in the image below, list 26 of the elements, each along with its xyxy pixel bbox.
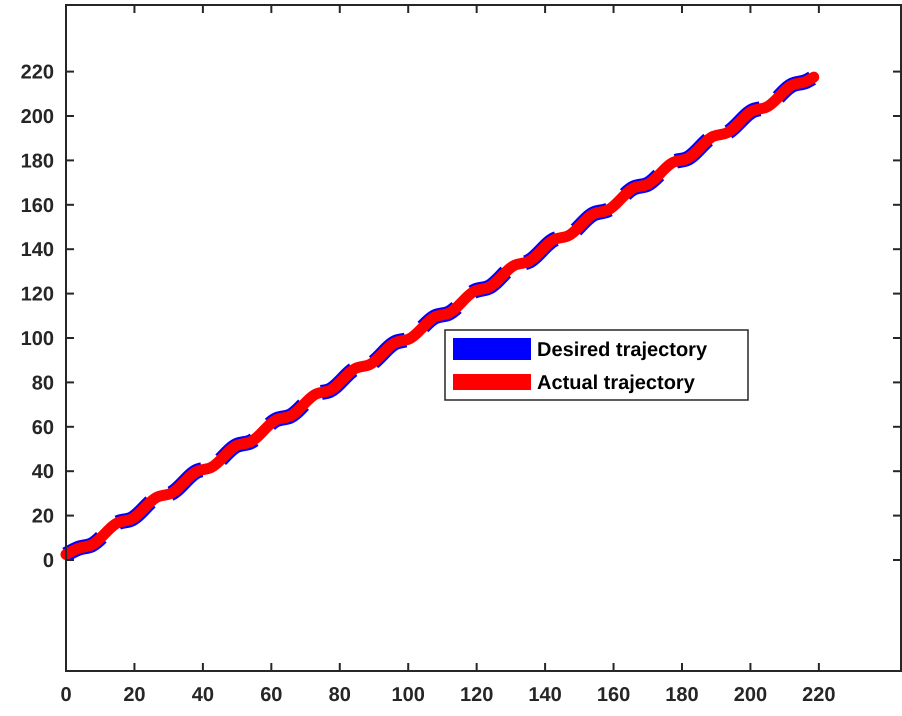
x-tick-label: 140 — [528, 684, 562, 706]
y-tick-label: 140 — [20, 239, 54, 262]
legend-label: Actual trajectory — [537, 372, 696, 394]
x-tick-label: 80 — [328, 684, 351, 706]
x-tick-label: 120 — [460, 684, 494, 706]
y-tick-label: 100 — [20, 328, 54, 350]
x-tick-label: 160 — [596, 684, 630, 706]
y-tick-label: 120 — [20, 284, 54, 306]
y-tick-label: 20 — [32, 506, 54, 528]
x-tick-label: 220 — [802, 684, 836, 706]
y-tick-label: 220 — [20, 62, 54, 84]
x-tick-label: 40 — [192, 684, 214, 706]
y-tick-label: 200 — [20, 106, 54, 128]
x-tick-label: 20 — [123, 684, 146, 706]
x-tick-label: 200 — [734, 684, 768, 706]
y-tick-label: 0 — [42, 550, 54, 572]
y-tick-label: 160 — [20, 194, 54, 217]
y-tick-label: 80 — [32, 372, 54, 394]
x-tick-label: 0 — [60, 684, 72, 706]
x-tick-label: 180 — [665, 684, 699, 706]
y-tick-label: 60 — [32, 416, 54, 439]
y-tick-label: 180 — [20, 150, 54, 172]
legend-label: Desired trajectory — [537, 339, 708, 361]
y-tick-label: 40 — [32, 461, 54, 484]
x-tick-label: 60 — [260, 684, 282, 706]
x-tick-label: 100 — [392, 684, 425, 706]
